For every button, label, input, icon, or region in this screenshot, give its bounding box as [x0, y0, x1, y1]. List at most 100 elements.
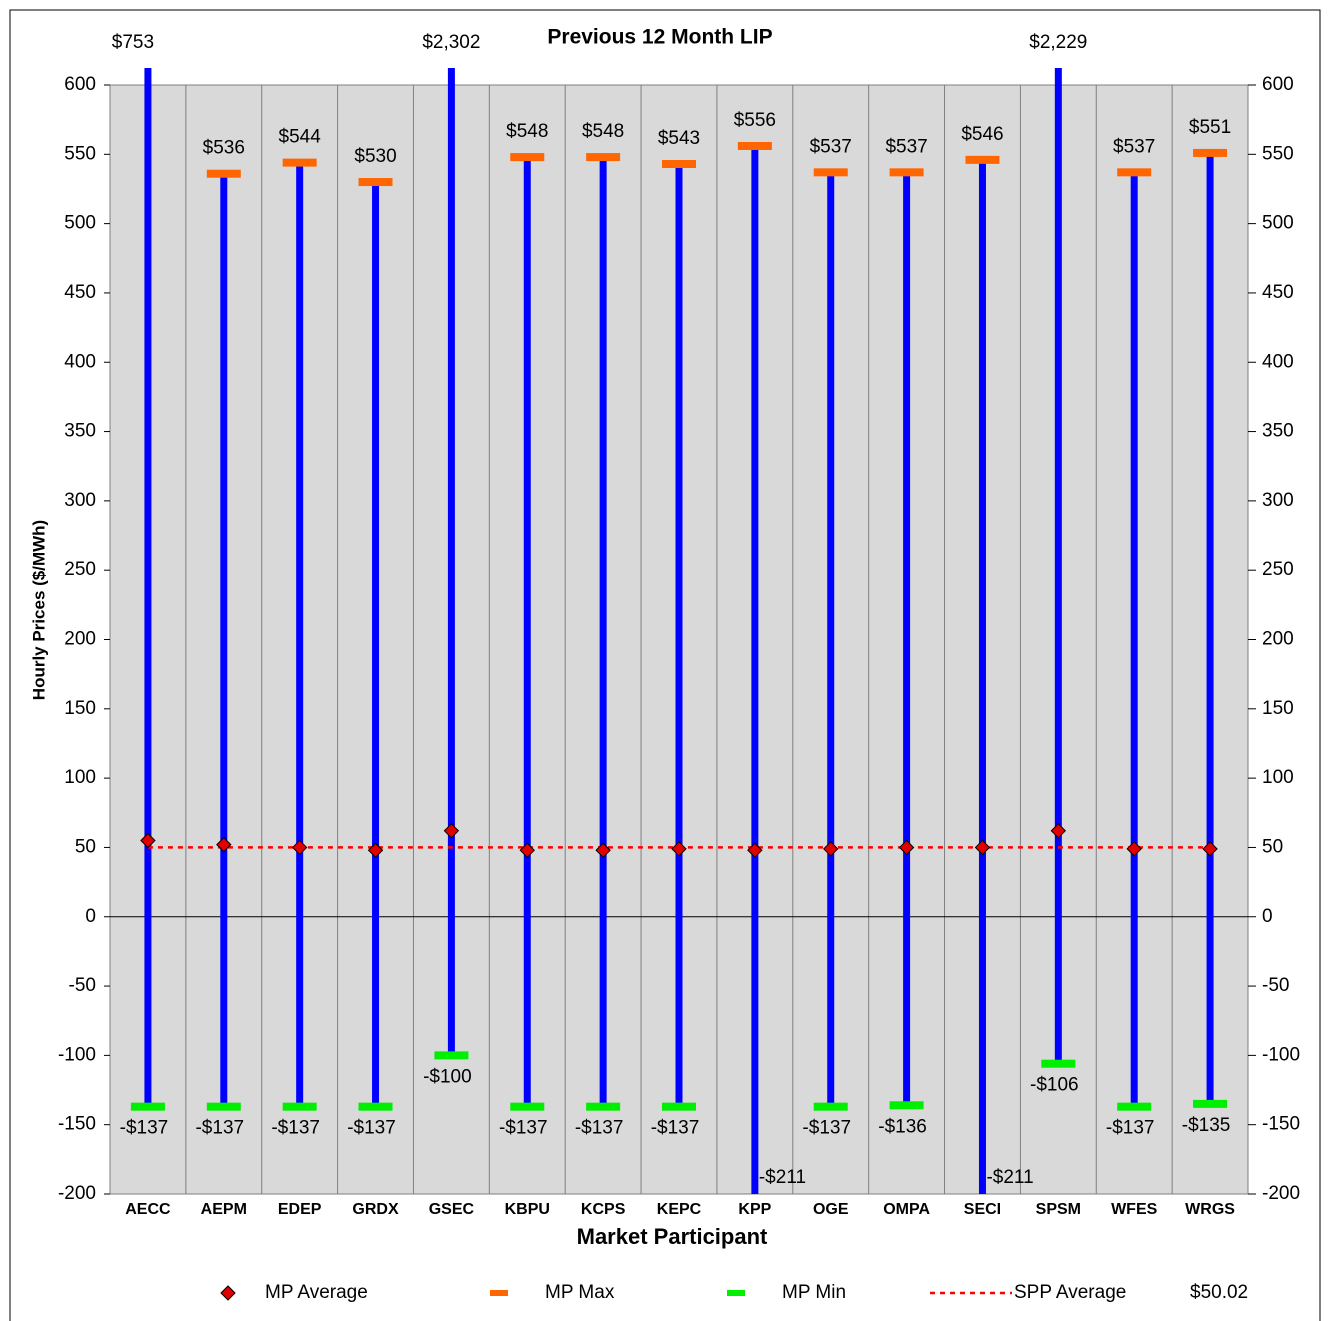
average-marker	[291, 839, 308, 856]
min-label: -$211	[986, 1167, 1033, 1188]
y2-tick-label: 300	[1262, 490, 1294, 511]
legend-symbol	[220, 1285, 236, 1301]
max-label: $548	[582, 121, 624, 142]
y-tick-label: 350	[64, 421, 96, 442]
max-label: $544	[279, 127, 322, 148]
min-marker	[813, 1102, 848, 1111]
y-tick-label: -100	[58, 1044, 96, 1065]
min-label: -$100	[423, 1066, 472, 1087]
legend-label: MP Min	[782, 1282, 846, 1303]
legend-symbol	[727, 1290, 745, 1296]
max-marker	[965, 155, 1000, 164]
x-tick-label: GSEC	[429, 1201, 475, 1218]
min-label: -$137	[651, 1118, 700, 1139]
max-marker	[358, 178, 393, 187]
x-tick-label: OMPA	[883, 1201, 930, 1218]
min-marker	[1117, 1102, 1152, 1111]
max-label: $548	[506, 121, 548, 142]
y-tick-label: 450	[64, 282, 96, 303]
chart-border	[9, 9, 1321, 1321]
y2-tick-label: 200	[1262, 629, 1294, 650]
y2-tick-label: 100	[1262, 767, 1294, 788]
y-tick-label: 150	[64, 698, 96, 719]
min-label: -$137	[347, 1118, 396, 1139]
average-marker	[216, 836, 232, 853]
max-marker	[1117, 168, 1152, 177]
max-marker	[662, 160, 696, 169]
max-label: $2,229	[1029, 32, 1087, 53]
max-marker	[510, 153, 545, 162]
max-label: $537	[1113, 136, 1155, 157]
y2-tick-label: -200	[1262, 1183, 1300, 1204]
y2-tick-label: 150	[1262, 698, 1294, 719]
max-label: $556	[734, 110, 776, 131]
y-tick-label: -200	[58, 1183, 96, 1204]
max-marker	[889, 168, 924, 177]
average-marker	[1202, 841, 1218, 857]
y2-tick-label: 350	[1262, 421, 1294, 442]
max-marker	[282, 158, 317, 167]
y-tick-label: -50	[69, 975, 96, 996]
y2-tick-label: -50	[1262, 975, 1289, 996]
x-tick-label: KEPC	[657, 1201, 702, 1218]
spp-average-value: $50.02	[1190, 1282, 1248, 1303]
y-tick-label: 100	[64, 767, 96, 788]
y-tick-label: -150	[58, 1114, 96, 1135]
y2-tick-label: 50	[1262, 836, 1283, 857]
max-label: $2,302	[422, 32, 480, 53]
y2-tick-label: 0	[1262, 906, 1273, 927]
y-tick-label: 550	[64, 143, 96, 164]
x-axis-title: Market Participant	[577, 1224, 768, 1249]
x-tick-label: OGE	[813, 1201, 849, 1218]
y2-tick-label: 250	[1262, 559, 1294, 580]
x-tick-label: SPSM	[1036, 1201, 1081, 1218]
x-tick-label: WFES	[1111, 1201, 1158, 1218]
min-label: -$137	[575, 1118, 624, 1139]
average-marker	[671, 841, 687, 857]
min-label: -$137	[802, 1118, 851, 1139]
y2-tick-label: 400	[1262, 351, 1294, 372]
y2-tick-label: 450	[1262, 282, 1294, 303]
legend-label: MP Max	[545, 1282, 615, 1303]
average-marker	[367, 842, 384, 858]
legend-label: SPP Average	[1014, 1282, 1126, 1303]
max-marker	[1193, 148, 1228, 157]
average-marker	[1050, 823, 1067, 839]
x-tick-label: KBPU	[505, 1201, 550, 1218]
max-label: $537	[810, 136, 852, 157]
min-label: -$137	[120, 1118, 169, 1139]
x-tick-label: WRGS	[1185, 1201, 1235, 1218]
min-marker	[282, 1102, 317, 1111]
y-tick-label: 600	[64, 74, 96, 95]
x-tick-label: AECC	[125, 1201, 171, 1218]
y2-tick-label: -100	[1262, 1044, 1300, 1065]
x-tick-label: EDEP	[278, 1201, 322, 1218]
min-marker	[434, 1051, 469, 1060]
x-tick-label: AEPM	[201, 1201, 247, 1218]
max-label: $536	[203, 138, 245, 159]
y-tick-label: 50	[75, 836, 96, 857]
average-marker	[974, 839, 991, 856]
max-marker	[206, 169, 241, 178]
average-marker	[140, 832, 156, 849]
average-marker	[747, 842, 763, 858]
average-marker	[1126, 841, 1142, 857]
average-marker	[519, 842, 535, 858]
min-label: -$137	[271, 1118, 320, 1139]
average-marker	[443, 823, 460, 839]
y-tick-label: 300	[64, 490, 96, 511]
y-axis-title: Hourly Prices ($/MWh)	[29, 520, 48, 700]
min-marker	[358, 1102, 393, 1111]
max-marker	[813, 168, 848, 177]
y-tick-label: 0	[85, 906, 96, 927]
x-tick-label: KCPS	[581, 1201, 626, 1218]
y-tick-label: 200	[64, 629, 96, 650]
max-label: $546	[961, 124, 1003, 145]
min-marker	[889, 1101, 924, 1110]
min-marker	[662, 1102, 696, 1111]
y2-tick-label: 550	[1262, 143, 1294, 164]
y-tick-label: 400	[64, 351, 96, 372]
chart-title: Previous 12 Month LIP	[547, 26, 772, 49]
min-marker	[130, 1102, 165, 1111]
min-marker	[1193, 1099, 1228, 1108]
